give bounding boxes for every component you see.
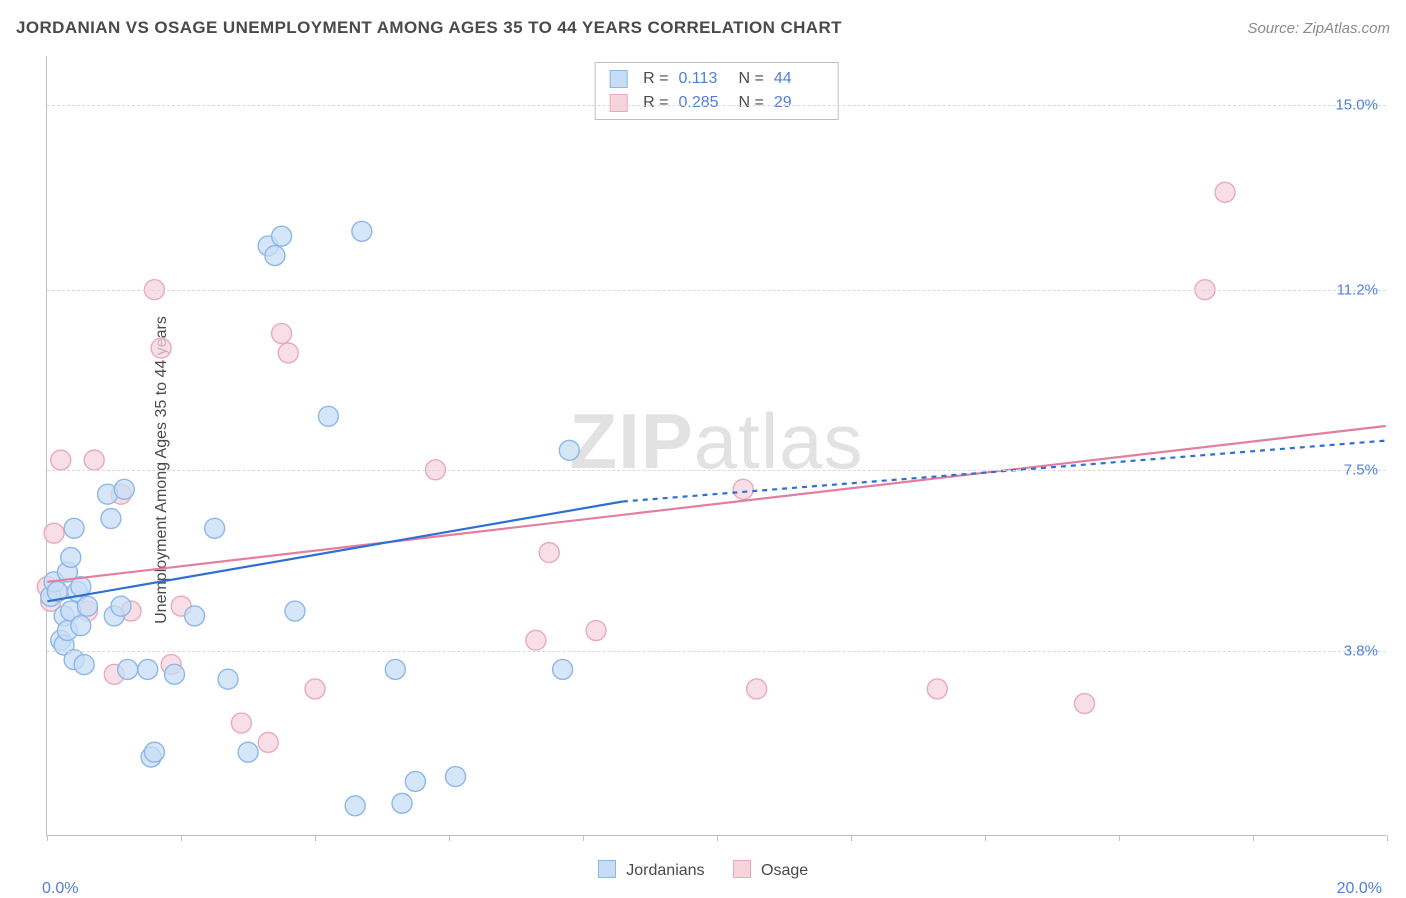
point-osage xyxy=(272,324,292,344)
x-max-label: 20.0% xyxy=(1337,880,1382,898)
legend-item-jordanians: Jordanians xyxy=(598,860,705,880)
point-jordanians xyxy=(553,659,573,679)
point-jordanians xyxy=(165,664,185,684)
point-jordanians xyxy=(74,655,94,675)
swatch-osage-footer xyxy=(733,860,751,878)
point-osage xyxy=(258,733,278,753)
chart-title: JORDANIAN VS OSAGE UNEMPLOYMENT AMONG AG… xyxy=(16,18,842,38)
point-osage xyxy=(305,679,325,699)
plot-svg xyxy=(47,56,1386,835)
point-jordanians xyxy=(265,246,285,266)
series-legend: Jordanians Osage xyxy=(0,860,1406,880)
gridline-h xyxy=(47,651,1386,652)
point-jordanians xyxy=(138,659,158,679)
plot-region: ZIPatlas R = 0.113 N = 44 R = 0.285 N = … xyxy=(46,56,1386,836)
x-tick xyxy=(851,835,852,841)
point-osage xyxy=(231,713,251,733)
point-osage xyxy=(927,679,947,699)
x-tick xyxy=(181,835,182,841)
gridline-h xyxy=(47,105,1386,106)
point-jordanians xyxy=(559,440,579,460)
point-osage xyxy=(44,523,64,543)
y-tick-label: 11.2% xyxy=(1337,282,1378,299)
point-jordanians xyxy=(61,547,81,567)
point-osage xyxy=(586,621,606,641)
point-jordanians xyxy=(71,616,91,636)
x-tick xyxy=(717,835,718,841)
point-jordanians xyxy=(205,518,225,538)
x-tick xyxy=(583,835,584,841)
x-tick xyxy=(985,835,986,841)
point-jordanians xyxy=(114,479,134,499)
chart-header: JORDANIAN VS OSAGE UNEMPLOYMENT AMONG AG… xyxy=(16,18,1390,38)
point-jordanians xyxy=(64,518,84,538)
gridline-h xyxy=(47,470,1386,471)
point-jordanians xyxy=(185,606,205,626)
point-jordanians xyxy=(446,767,466,787)
point-osage xyxy=(526,630,546,650)
point-jordanians xyxy=(352,221,372,241)
regression-line xyxy=(47,426,1385,582)
x-tick xyxy=(47,835,48,841)
point-jordanians xyxy=(272,226,292,246)
y-tick-label: 7.5% xyxy=(1344,462,1378,479)
point-jordanians xyxy=(118,659,138,679)
x-tick xyxy=(1387,835,1388,841)
chart-area: Unemployment Among Ages 35 to 44 years Z… xyxy=(0,48,1406,892)
point-jordanians xyxy=(345,796,365,816)
point-osage xyxy=(278,343,298,363)
point-osage xyxy=(51,450,71,470)
point-jordanians xyxy=(392,793,412,813)
point-osage xyxy=(1075,694,1095,714)
x-tick xyxy=(449,835,450,841)
x-min-label: 0.0% xyxy=(42,880,78,898)
point-osage xyxy=(151,338,171,358)
point-jordanians xyxy=(218,669,238,689)
point-osage xyxy=(747,679,767,699)
source-credit: Source: ZipAtlas.com xyxy=(1247,20,1390,37)
point-jordanians xyxy=(238,742,258,762)
point-osage xyxy=(84,450,104,470)
point-jordanians xyxy=(111,596,131,616)
point-osage xyxy=(539,543,559,563)
point-osage xyxy=(1215,182,1235,202)
point-jordanians xyxy=(144,742,164,762)
point-jordanians xyxy=(318,406,338,426)
point-jordanians xyxy=(385,659,405,679)
swatch-jordanians-footer xyxy=(598,860,616,878)
y-tick-label: 3.8% xyxy=(1344,642,1378,659)
point-jordanians xyxy=(405,771,425,791)
gridline-h xyxy=(47,290,1386,291)
y-tick-label: 15.0% xyxy=(1335,96,1378,113)
x-tick xyxy=(1253,835,1254,841)
legend-item-osage: Osage xyxy=(733,860,809,880)
x-tick xyxy=(315,835,316,841)
point-osage xyxy=(733,479,753,499)
point-jordanians xyxy=(285,601,305,621)
point-jordanians xyxy=(78,596,98,616)
point-jordanians xyxy=(101,509,121,529)
regression-line xyxy=(47,501,622,601)
x-tick xyxy=(1119,835,1120,841)
